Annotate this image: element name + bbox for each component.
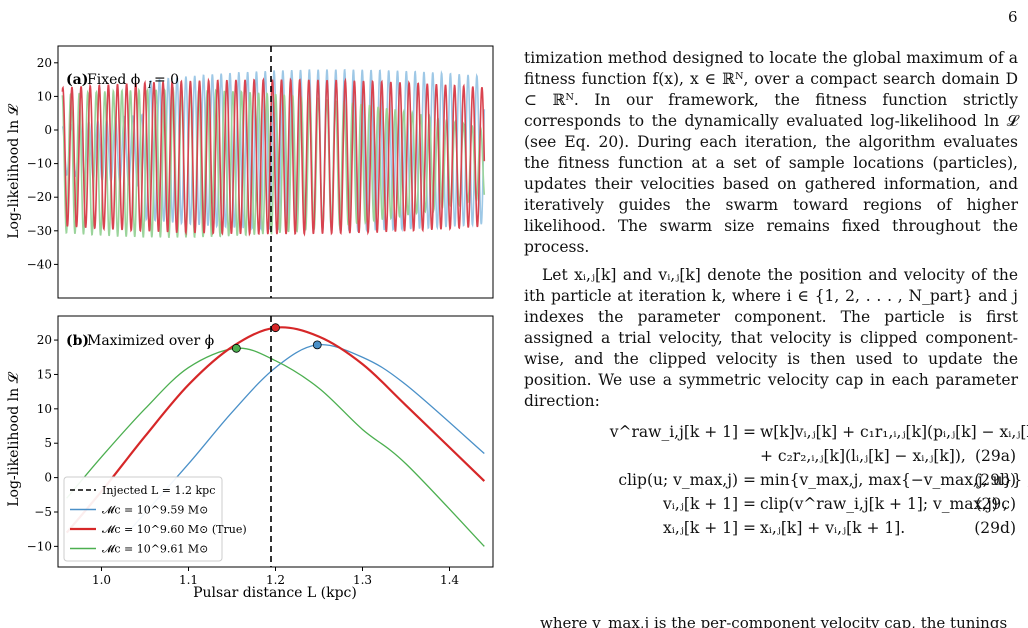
panel-a-ytick-label: 20: [37, 56, 52, 70]
panel-b-xtick-label: 1.3: [353, 573, 372, 587]
legend-label: 𝓜c = 10^9.61 M⊙: [102, 543, 208, 556]
panel-a-ytick-label: −10: [27, 157, 52, 171]
panel-a-ylabel: Log-likelihood ln 𝓛: [6, 103, 22, 238]
panel-b-xlabel: Pulsar distance L (kpc): [193, 585, 357, 601]
panel-a-red-band: [61, 77, 486, 237]
equation-29b: clip(u; v_max,j) = min{v_max,j, max{−v_ma…: [618, 471, 1028, 489]
panel-a-ytick-label: 0: [44, 123, 52, 137]
panel-a-frame: [57, 45, 494, 299]
figure: 20 10 0 −10 −20 −30 −40 (a) Fixed ϕ I = 0 Log-…: [6, 45, 494, 601]
panel-b-label-prefix: (b): [66, 333, 89, 349]
panel-b-ytick-label: 5: [44, 436, 52, 450]
panel-b-series-line: [66, 347, 485, 547]
equations: v^raw_i,j[k + 1] = w[k]vᵢ,ⱼ[k] + c₁r₁,ᵢ,ⱼ…: [524, 422, 1028, 542]
panel-b-ytick-label: 20: [37, 333, 52, 347]
legend-label: 𝓜c = 10^9.60 M⊙ (True): [102, 523, 247, 536]
panel-b-label-rest: Maximized over ϕ: [87, 333, 214, 349]
paragraph-2: Let xᵢ,ⱼ[k] and vᵢ,ⱼ[k] denote the posit…: [524, 266, 1018, 410]
legend-label: Injected L = 1.2 kpc: [102, 484, 215, 497]
panel-a: 20 10 0 −10 −20 −30 −40 (a) Fixed ϕ I = 0 Log-…: [6, 45, 494, 299]
panel-b-xtick-label: 1.2: [266, 573, 285, 587]
panel-a-label-rest: Fixed ϕ: [87, 72, 140, 88]
cut-off-line: where v_max,j is the per-component veloc…: [540, 614, 1008, 628]
equation-29a-line1: v^raw_i,j[k + 1] = w[k]vᵢ,ⱼ[k] + c₁r₁,ᵢ,ⱼ…: [609, 423, 1028, 441]
equation-29c: vᵢ,ⱼ[k + 1] = clip(v^raw_i,j[k + 1]; v_ma…: [663, 495, 1016, 513]
panel-b-xtick-label: 1.4: [440, 573, 459, 587]
panel-b-ytick-label: −10: [27, 539, 52, 553]
panel-b-ytick-label: −5: [34, 505, 52, 519]
legend: Injected L = 1.2 kpc 𝓜c = 10^9.59 M⊙ 𝓜c = …: [63, 476, 247, 562]
panel-b-series-line: [127, 343, 485, 534]
panel-a-label-sub: I: [147, 81, 152, 91]
panel-a-label-suffix: = 0: [154, 72, 179, 88]
legend-label: 𝓜c = 10^9.59 M⊙: [102, 504, 208, 517]
equation-29a-line2: + c₂r₂,ᵢ,ⱼ[k](lᵢ,ⱼ[k] − xᵢ,ⱼ[k]), (29a): [760, 447, 1016, 465]
page-number: 6: [1008, 8, 1018, 26]
panel-a-ytick-label: 10: [37, 89, 52, 103]
panel-b-label-sub: I: [206, 342, 211, 352]
panel-b-xtick-label: 1.1: [179, 573, 198, 587]
panel-b-ylabel: Log-likelihood ln 𝓛: [6, 371, 22, 506]
panel-b-peak-marker: [231, 343, 241, 353]
panel-a-label-prefix: (a): [66, 72, 88, 88]
panel-a-ytick-label: −20: [27, 190, 52, 204]
text-column: timization method designed to locate the…: [524, 48, 1028, 542]
legend-box: [63, 476, 223, 562]
equation-29d: xᵢ,ⱼ[k + 1] = xᵢ,ⱼ[k] + vᵢ,ⱼ[k + 1]. (29d): [663, 519, 1016, 537]
panel-b-series-line: [65, 326, 486, 534]
panel-b-peak-marker: [312, 340, 322, 350]
panel-b-ytick-label: 10: [37, 402, 52, 416]
panel-a-ytick-label: −30: [27, 224, 52, 238]
panel-b-peak-marker: [271, 323, 280, 333]
panel-b: 20 15 10 5 0 −5 −10 1.0 1.1 1.2 1.3 1.4 (b) Maximi…: [6, 315, 494, 601]
panel-b-xtick-label: 1.0: [92, 573, 111, 587]
paragraph-1: timization method designed to locate the…: [524, 49, 1018, 256]
panel-b-ytick-label: 15: [37, 367, 52, 381]
panel-b-ytick-label: 0: [44, 471, 52, 485]
panel-a-ytick-label: −40: [27, 257, 52, 271]
